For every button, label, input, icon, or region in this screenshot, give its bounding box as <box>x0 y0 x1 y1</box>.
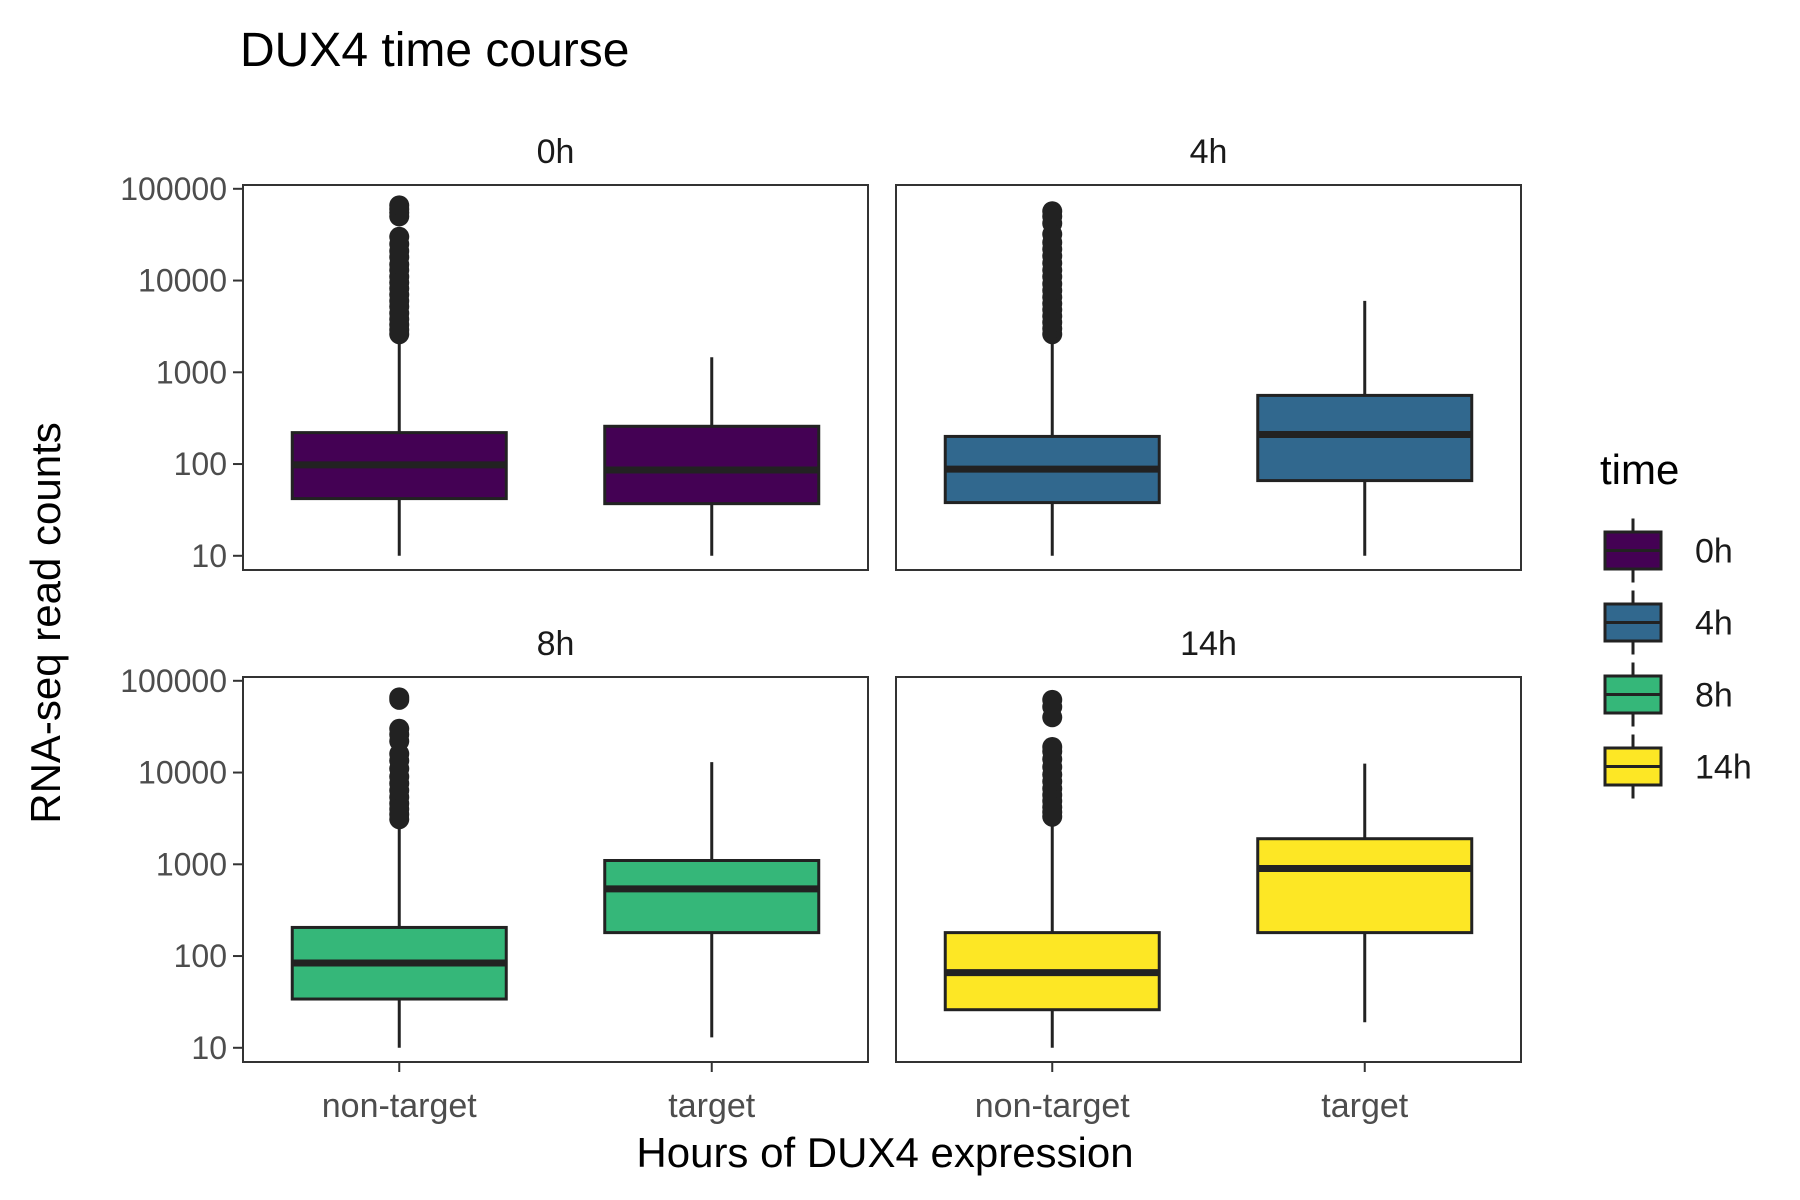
box-non-target <box>290 687 508 1048</box>
facet-panel-8h: 8h 10 100 1000 10000 100000 non-target target <box>120 625 869 1125</box>
legend-entry-label: 8h <box>1695 677 1733 715</box>
panel-border <box>895 676 1522 1063</box>
outlier-point <box>389 226 410 247</box>
outlier-point <box>389 718 410 739</box>
legend: time 0h 4h 8h 14h <box>1600 446 1752 799</box>
box-non-target <box>290 195 508 556</box>
outlier-point <box>389 687 410 708</box>
x-tick-label: target <box>668 1087 755 1125</box>
box-target <box>1256 300 1474 556</box>
y-tick-label: 10 <box>191 538 227 574</box>
facet-strip-label: 0h <box>537 133 575 171</box>
legend-entry-label: 0h <box>1695 533 1733 571</box>
y-axis-title: RNA-seq read counts <box>22 422 69 824</box>
panel-border <box>242 676 869 1063</box>
box-target <box>603 762 821 1038</box>
box-body <box>1256 393 1474 483</box>
legend-title: time <box>1600 446 1679 493</box>
legend-entry-label: 4h <box>1695 605 1733 643</box>
panel-border <box>895 184 1522 571</box>
legend-entry-0h: 0h <box>1603 518 1733 583</box>
chart-title: DUX4 time course <box>240 24 629 77</box>
facet-panel-4h: 4h <box>895 133 1522 571</box>
y-tick-label: 100 <box>174 446 227 482</box>
y-tick-label: 1000 <box>156 846 227 882</box>
box-body <box>603 424 821 506</box>
x-tick-label: non-target <box>975 1087 1131 1125</box>
y-tick-label: 10000 <box>138 263 227 299</box>
x-axis-title: Hours of DUX4 expression <box>636 1129 1133 1176</box>
outlier-point <box>1042 201 1063 222</box>
y-tick-label: 100000 <box>120 171 227 207</box>
legend-entry-8h: 8h <box>1603 662 1733 727</box>
legend-entry-14h: 14h <box>1603 734 1752 799</box>
outlier-point <box>1042 689 1063 710</box>
facet-strip-label: 8h <box>537 625 575 663</box>
facets-layer: 0h 10 100 1000 10000 100000 4h 8h 10 100 1000 10000… <box>120 133 1522 1125</box>
facet-strip-label: 14h <box>1180 625 1237 663</box>
x-tick-label: non-target <box>322 1087 478 1125</box>
y-tick-label: 10000 <box>138 755 227 791</box>
box-target <box>1256 763 1474 1023</box>
facet-panel-0h: 0h 10 100 1000 10000 100000 <box>120 133 869 574</box>
outlier-point <box>1042 736 1063 757</box>
facet-panel-14h: 14h non-target target <box>895 625 1522 1125</box>
box-non-target <box>943 689 1161 1048</box>
outlier-point <box>389 195 410 216</box>
y-tick-label: 100 <box>174 938 227 974</box>
y-tick-label: 10 <box>191 1030 227 1066</box>
box-body <box>603 858 821 935</box>
box-non-target <box>943 201 1161 556</box>
y-tick-label: 1000 <box>156 354 227 390</box>
box-body <box>1256 837 1474 935</box>
legend-entry-4h: 4h <box>1603 590 1733 655</box>
y-tick-label: 100000 <box>120 663 227 699</box>
box-target <box>603 357 821 556</box>
x-tick-label: target <box>1321 1087 1408 1125</box>
legend-entry-label: 14h <box>1695 749 1752 787</box>
facet-strip-label: 4h <box>1190 133 1228 171</box>
panel-border <box>242 184 869 571</box>
legend-entries: 0h 4h 8h 14h <box>1603 518 1752 799</box>
